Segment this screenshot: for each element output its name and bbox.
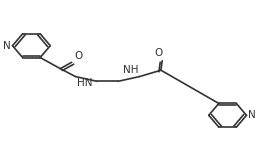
Text: N: N xyxy=(248,110,256,120)
Text: O: O xyxy=(154,47,163,58)
Text: N: N xyxy=(3,41,11,51)
Text: O: O xyxy=(74,51,82,61)
Text: HN: HN xyxy=(77,78,93,88)
Text: NH: NH xyxy=(123,65,138,75)
